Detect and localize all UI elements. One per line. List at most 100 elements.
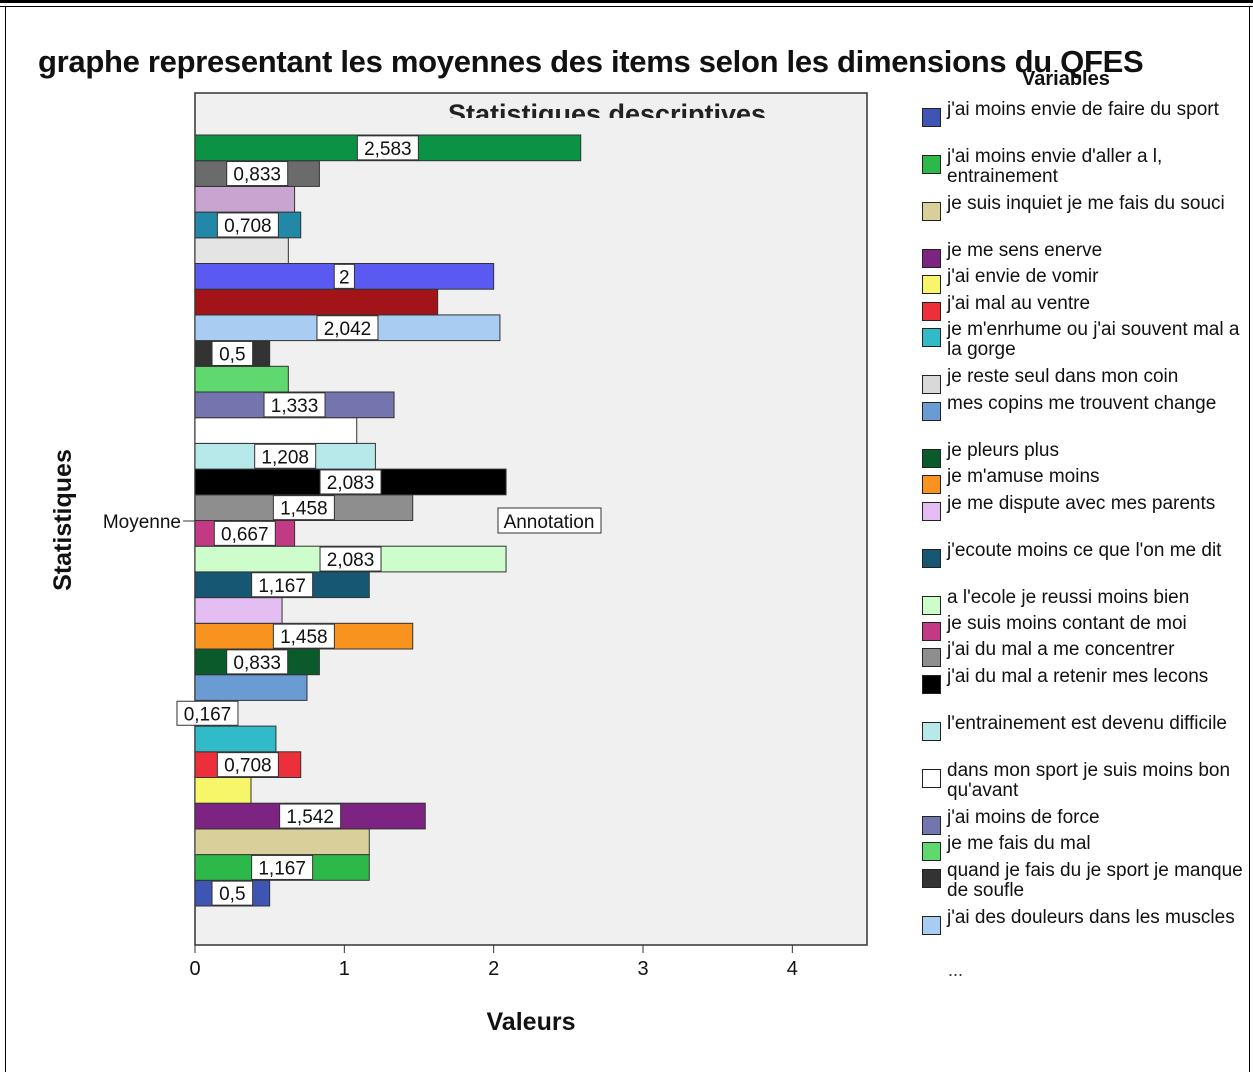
- legend-swatch: [922, 816, 941, 835]
- x-axis-label: Valeurs: [487, 1008, 576, 1036]
- data-label-4: 1,542: [286, 807, 334, 828]
- legend-label: je me sens enerve: [947, 240, 1103, 261]
- legend-label: j'ai moins envie de faire du sport: [947, 99, 1219, 120]
- data-label-18: 1,208: [261, 447, 309, 468]
- legend-swatch: [922, 302, 941, 321]
- x-tick-label-3: 3: [637, 958, 648, 980]
- data-label-10: 0,833: [233, 653, 281, 674]
- bar-28: [194, 185, 296, 213]
- legend-swatch: [922, 675, 941, 694]
- legend-swatch: [922, 622, 941, 641]
- data-label-box-30: [356, 135, 419, 161]
- legend-label: mes copins me trouvent change: [947, 393, 1217, 414]
- data-label-box-17: [319, 469, 382, 495]
- y-tick-label: Moyenne: [103, 512, 181, 533]
- annotation-box: [497, 507, 602, 534]
- legend-label: j'ai moins envie d'aller a l, entraineme…: [947, 146, 1163, 187]
- legend-swatch: [922, 869, 941, 888]
- bar-12: [194, 597, 283, 624]
- data-label-25: 2: [339, 267, 350, 288]
- data-label-box-4: [279, 803, 342, 829]
- bar-21: [194, 365, 289, 393]
- legend-swatch: [922, 916, 941, 935]
- legend-swatch: [922, 549, 941, 568]
- data-label-box-16: [272, 495, 335, 521]
- legend-label: quand je fais du je sport je manque de s…: [947, 860, 1243, 901]
- bar-5: [194, 777, 252, 804]
- data-label-22: 0,5: [219, 344, 245, 365]
- data-label-box-23: [316, 315, 379, 341]
- data-label-16: 1,458: [280, 499, 328, 520]
- legend-label: l'entrainement est devenu difficile: [947, 713, 1227, 734]
- data-label-6: 0,708: [224, 756, 272, 777]
- data-label-20: 1,333: [271, 396, 319, 417]
- legend-label: j'ai du mal a retenir mes lecons: [947, 666, 1209, 687]
- legend-swatch: [922, 155, 941, 174]
- data-label-23: 2,042: [324, 319, 372, 340]
- legend-swatch: [922, 648, 941, 667]
- legend-label: je me fais du mal: [947, 833, 1091, 854]
- x-tick-label-2: 2: [488, 958, 499, 980]
- legend-label: j'ai des douleurs dans les muscles: [947, 907, 1235, 928]
- data-label-17: 2,083: [327, 473, 375, 494]
- data-label-box-18: [254, 443, 317, 469]
- legend-swatch: [922, 402, 941, 421]
- data-label-11: 1,458: [280, 627, 328, 648]
- data-label-box-13: [251, 572, 314, 598]
- data-label-27: 0,708: [224, 216, 272, 237]
- legend-swatch: [922, 475, 941, 494]
- data-label-box-8: [176, 700, 239, 726]
- data-label-2: 1,167: [258, 858, 306, 879]
- legend-label: j'ai envie de vomir: [947, 266, 1099, 287]
- data-label-box-25: [333, 263, 355, 289]
- legend-swatch: [922, 375, 941, 394]
- legend-label: j'ai moins de force: [947, 807, 1100, 828]
- x-tick-label-0: 0: [189, 958, 200, 980]
- legend-title: Variables: [1022, 68, 1110, 90]
- data-label-box-1: [211, 880, 254, 906]
- x-tick-label-4: 4: [787, 958, 798, 980]
- legend-label: je suis inquiet je me fais du souci: [947, 193, 1225, 214]
- legend-label: a l'ecole je reussi moins bien: [947, 587, 1190, 608]
- bar-7: [194, 725, 277, 753]
- legend-label: dans mon sport je suis moins bon qu'avan…: [947, 760, 1231, 801]
- frame-top-inner-border: [0, 6, 1253, 7]
- data-label-box-6: [216, 752, 279, 778]
- frame-right-border: [1249, 6, 1250, 1072]
- legend-label: je pleurs plus: [947, 440, 1059, 461]
- legend-label: j'ai mal au ventre: [947, 293, 1091, 314]
- data-label-box-11: [272, 623, 335, 649]
- legend-swatch: [922, 596, 941, 615]
- data-label-1: 0,5: [219, 884, 245, 905]
- bar-26: [194, 237, 289, 265]
- legend-swatch: [922, 108, 941, 127]
- data-label-box-29: [226, 161, 289, 187]
- legend-label: je m'amuse moins: [947, 466, 1100, 487]
- x-tick-label-1: 1: [339, 958, 350, 980]
- frame-left-border: [5, 6, 6, 1072]
- y-axis-label: Statistiques: [49, 449, 77, 591]
- data-label-box-20: [263, 392, 326, 418]
- bar-24: [194, 288, 439, 316]
- data-label-box-10: [226, 649, 289, 675]
- legend-label: je reste seul dans mon coin: [947, 366, 1179, 387]
- data-label-box-27: [216, 212, 279, 238]
- bar-3: [194, 828, 370, 856]
- legend-label: je suis moins contant de moi: [947, 613, 1187, 634]
- data-label-8: 0,167: [184, 704, 232, 725]
- data-label-29: 0,833: [233, 165, 281, 186]
- data-label-30: 2,583: [364, 139, 412, 160]
- frame-top-border: [0, 0, 1253, 3]
- legend-swatch: [922, 769, 941, 788]
- data-label-box-2: [251, 854, 314, 880]
- legend-swatch: [922, 502, 941, 521]
- data-label-box-22: [211, 340, 254, 366]
- annotation: Annotation: [504, 512, 595, 533]
- page-title: graphe representant les moyennes des ite…: [38, 44, 1144, 79]
- data-label-15: 0,667: [221, 524, 269, 545]
- bar-19: [194, 417, 358, 444]
- legend-swatch: [922, 842, 941, 861]
- chart-title: Statistiques descriptives: [448, 99, 766, 129]
- data-label-14: 2,083: [327, 550, 375, 571]
